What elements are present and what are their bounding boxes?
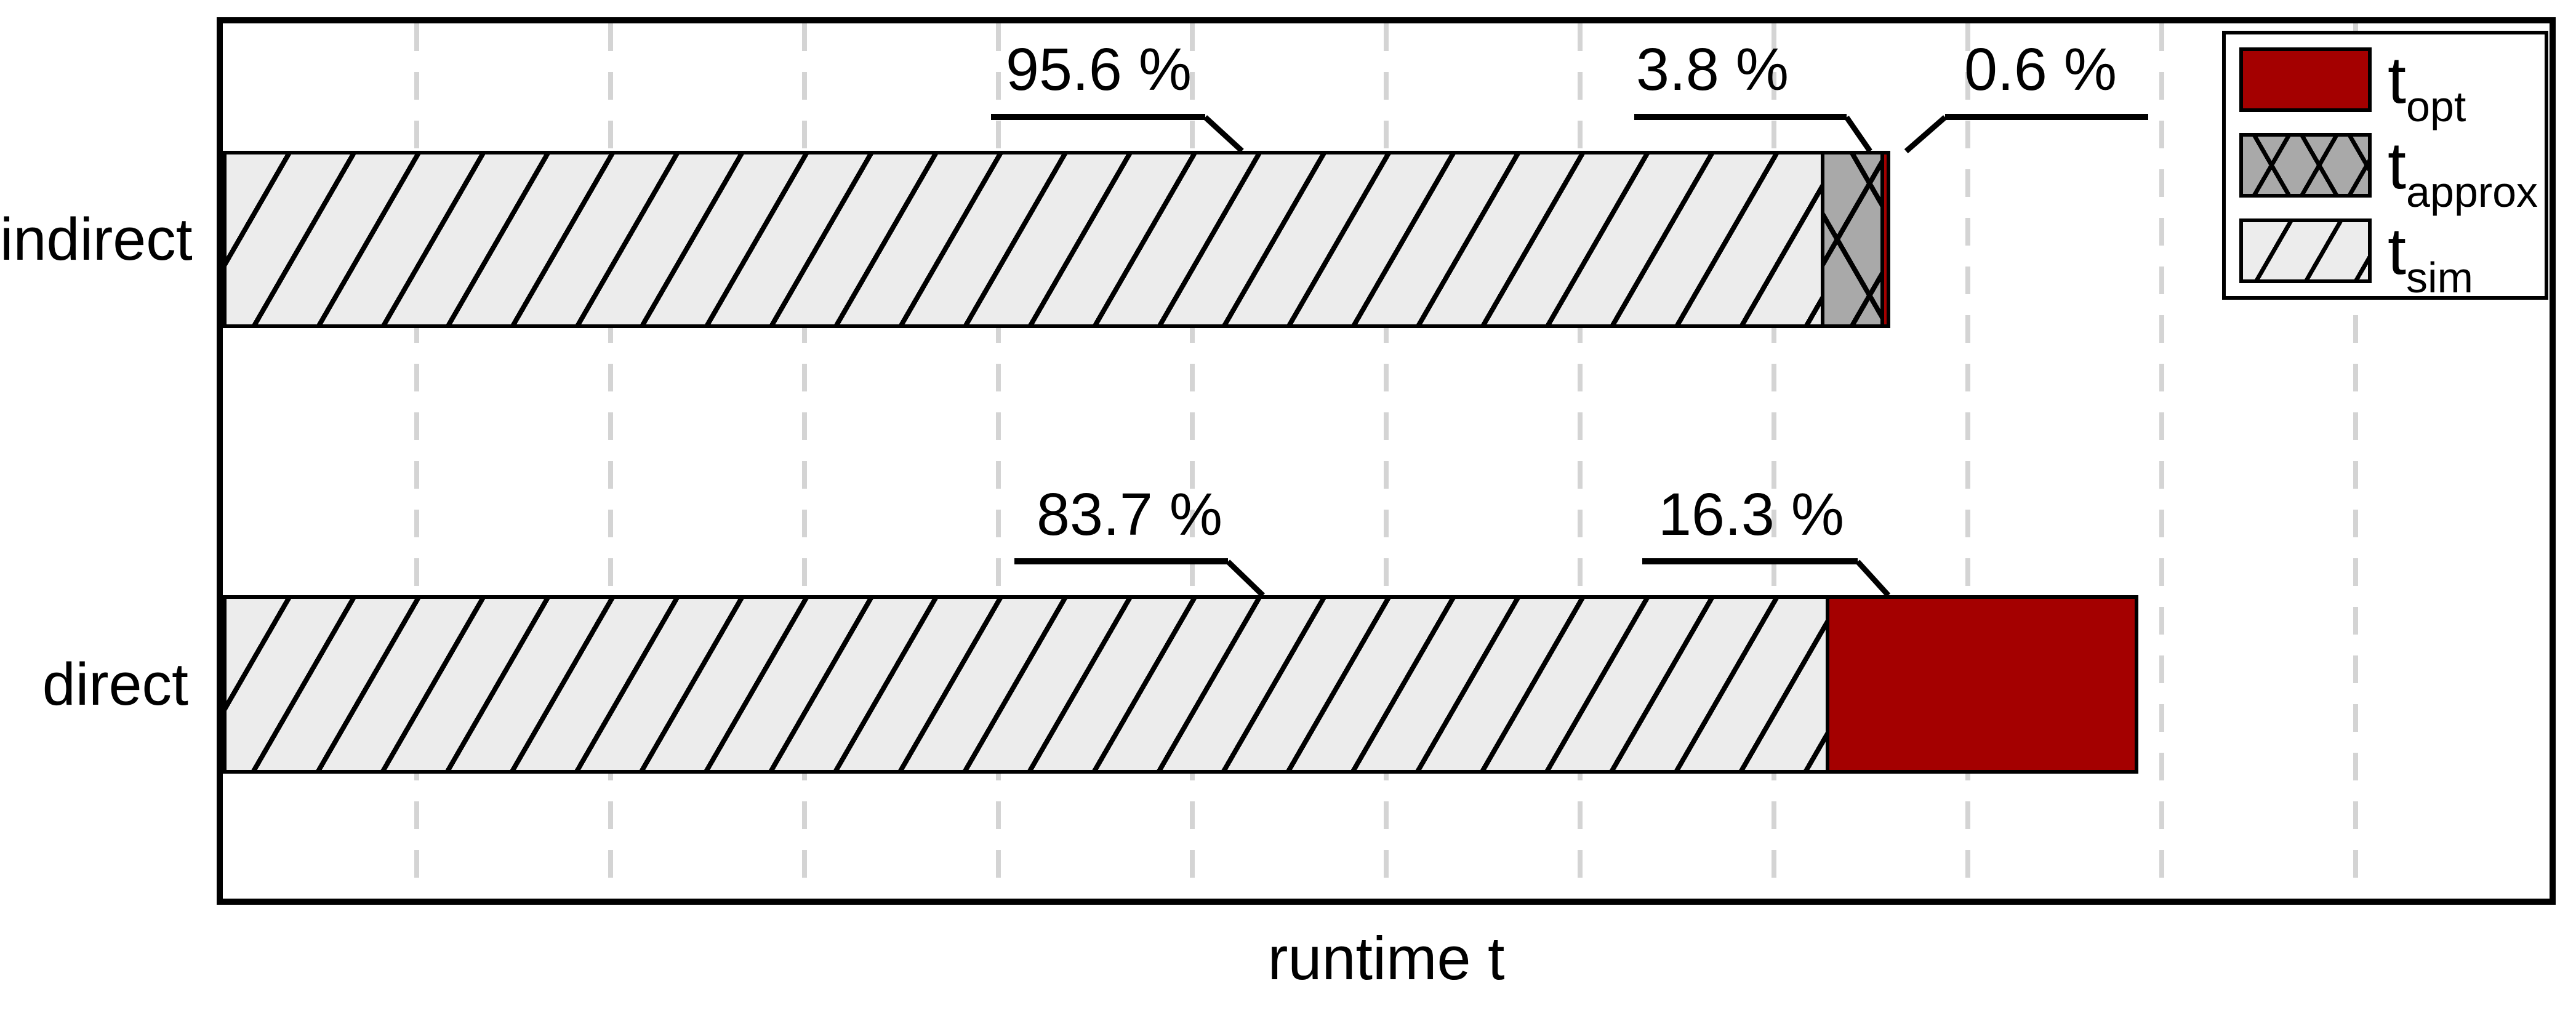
gridline xyxy=(608,23,613,899)
gridline xyxy=(1965,23,1970,899)
annotation-label-t_approx-indirect: 3.8 % xyxy=(1635,36,1789,103)
plot-inner: topt tapprox tsim 95.6 % 3.8 % 0.6 % 83.7 % 16… xyxy=(223,23,2550,899)
legend: topt tapprox tsim xyxy=(2222,31,2548,302)
legend-swatch-sim xyxy=(2239,218,2372,283)
annotation-label-t_opt-direct: 16.3 % xyxy=(1658,481,1844,548)
annotation-label-t_sim-indirect: 95.6 % xyxy=(1006,36,1192,103)
x-axis-label: runtime t xyxy=(1267,924,1505,992)
y-tick-label-direct: direct xyxy=(42,651,188,718)
gridline xyxy=(802,23,807,899)
annotation-leader-diagonal xyxy=(1203,115,1245,153)
gridline xyxy=(2353,23,2358,899)
plot-area: topt tapprox tsim 95.6 % 3.8 % 0.6 % 83.7 % 16… xyxy=(217,17,2556,905)
legend-label-opt: topt xyxy=(2388,42,2466,130)
annotation-leader-line xyxy=(1945,114,2148,120)
gridline xyxy=(1772,23,1776,899)
annotation-label-t_opt-indirect: 0.6 % xyxy=(1964,36,2117,103)
bar-segment-t_sim xyxy=(223,151,1824,328)
annotation-label-t_sim-direct: 83.7 % xyxy=(1037,481,1222,548)
bar-segment-t_approx xyxy=(1821,151,1884,328)
gridline xyxy=(996,23,1001,899)
annotation-leader-line xyxy=(1634,114,1847,120)
bar-indirect xyxy=(223,151,1890,328)
legend-label-sim: tsim xyxy=(2388,213,2473,302)
bar-segment-t_opt xyxy=(1826,595,2138,774)
legend-swatch-approx xyxy=(2239,133,2372,198)
gridline xyxy=(2159,23,2164,899)
gridline xyxy=(1384,23,1389,899)
bar-segment-t_opt xyxy=(1880,151,1890,328)
annotation-leader-diagonal xyxy=(1226,559,1266,598)
annotation-leader-diagonal xyxy=(1904,115,1947,153)
bar-direct xyxy=(223,595,2138,774)
gridline xyxy=(1578,23,1583,899)
legend-entry-t-approx: tapprox xyxy=(2239,127,2545,216)
annotation-leader-line xyxy=(1014,558,1228,564)
annotation-leader-diagonal xyxy=(1844,115,1872,153)
annotation-leader-line xyxy=(991,114,1205,120)
gridline xyxy=(414,23,419,899)
legend-entry-t-sim: tsim xyxy=(2239,213,2545,302)
gridline xyxy=(1190,23,1195,899)
legend-entry-t-opt: topt xyxy=(2239,42,2545,130)
y-tick-label-indirect: indirect xyxy=(0,206,193,273)
legend-swatch-opt xyxy=(2239,47,2372,112)
bar-segment-t_sim xyxy=(223,595,1829,774)
annotation-leader-diagonal xyxy=(1855,559,1891,598)
annotation-leader-line xyxy=(1642,558,1858,564)
legend-label-approx: tapprox xyxy=(2388,127,2538,216)
